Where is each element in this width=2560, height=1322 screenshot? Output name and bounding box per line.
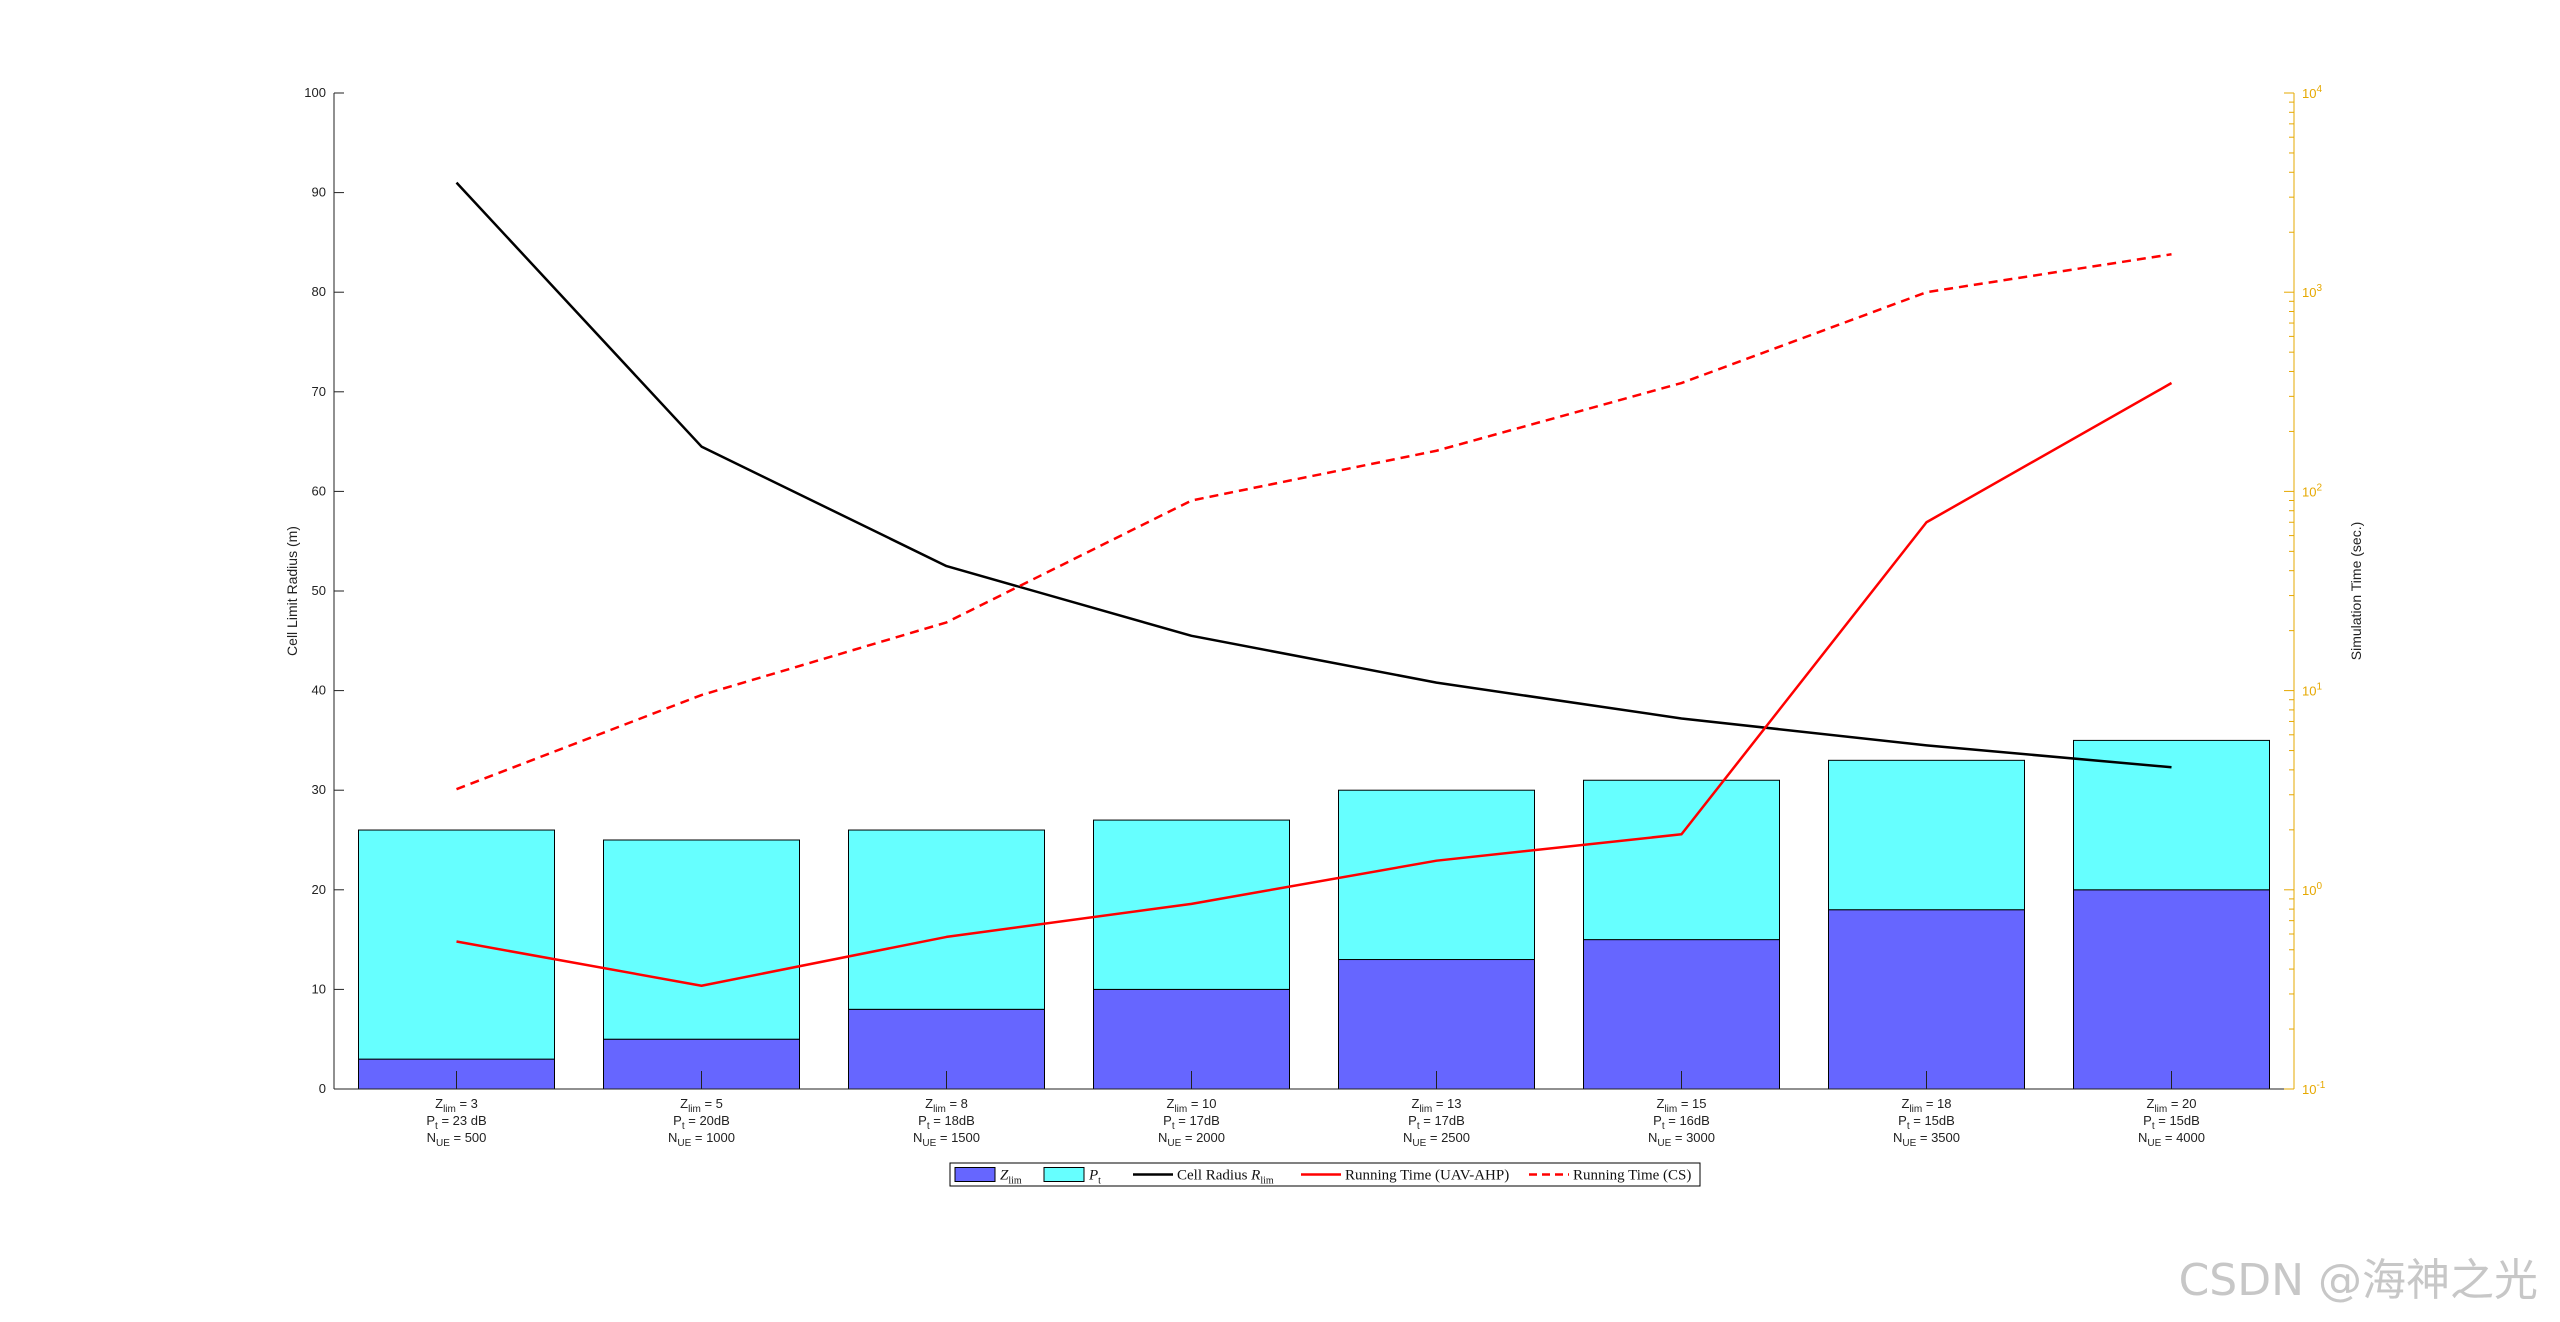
legend-label: Running Time (UAV-AHP) bbox=[1345, 1168, 1509, 1184]
x-tick-label: NUE = 4000 bbox=[2138, 1130, 2205, 1149]
legend-item: Zlim bbox=[954, 1167, 1022, 1187]
x-tick-label: Zlim = 18 bbox=[1901, 1096, 1951, 1115]
right-tick-label: 103 bbox=[2302, 283, 2322, 300]
y-axis-right-label: Simulation Time (sec.) bbox=[2348, 522, 2364, 660]
x-tick-label: Zlim = 20 bbox=[2146, 1096, 2196, 1115]
x-tick-label: NUE = 2000 bbox=[1158, 1130, 1225, 1149]
x-tick-label: Zlim = 13 bbox=[1411, 1096, 1461, 1115]
x-tick-label: Pt = 15dB bbox=[1898, 1113, 1955, 1132]
left-tick-label: 60 bbox=[312, 483, 326, 498]
bar-zlim-7 bbox=[1828, 909, 2025, 1090]
bar-pt-8 bbox=[2073, 739, 2270, 891]
x-tick-label: Pt = 18dB bbox=[918, 1113, 975, 1132]
bar-pt-5 bbox=[1338, 789, 1535, 961]
right-tick-label: 101 bbox=[2302, 682, 2322, 699]
x-tick-label: Zlim = 5 bbox=[680, 1096, 723, 1115]
right-tick-label: 104 bbox=[2302, 84, 2322, 101]
bar-zlim-6 bbox=[1583, 939, 1780, 1090]
bar-zlim-8 bbox=[2073, 889, 2270, 1090]
running-time-cs-line bbox=[456, 253, 2172, 791]
bar-pt-1 bbox=[358, 829, 555, 1060]
x-tick-label: Pt = 15dB bbox=[2143, 1113, 2200, 1132]
x-tick-label: Pt = 20dB bbox=[673, 1113, 730, 1132]
left-tick-label: 30 bbox=[312, 782, 326, 797]
left-tick-label: 40 bbox=[312, 683, 326, 698]
right-tick-label: 10-1 bbox=[2302, 1080, 2326, 1097]
legend-label: Cell Radius Rlim bbox=[1177, 1168, 1274, 1187]
x-tick-label: Zlim = 15 bbox=[1656, 1096, 1706, 1115]
x-tick-label: NUE = 3500 bbox=[1893, 1130, 1960, 1149]
left-ticks: 0 10 20 30 40 50 60 70 80 90 100 bbox=[304, 85, 344, 1096]
left-tick-label: 90 bbox=[312, 185, 326, 200]
x-tick-label: Pt = 17dB bbox=[1408, 1113, 1465, 1132]
x-tick-label: NUE = 500 bbox=[427, 1130, 487, 1149]
left-tick-label: 0 bbox=[319, 1081, 326, 1096]
x-tick-label: Pt = 16dB bbox=[1653, 1113, 1710, 1132]
x-tick-label: NUE = 2500 bbox=[1403, 1130, 1470, 1149]
left-tick-label: 80 bbox=[312, 284, 326, 299]
x-tick-label: Zlim = 8 bbox=[925, 1096, 968, 1115]
csdn-watermark: CSDN @海神之光 bbox=[2178, 1255, 2538, 1306]
bar-pt-6 bbox=[1583, 779, 1780, 941]
running-time-uav-ahp-line bbox=[456, 381, 2173, 987]
legend: Zlim Pt Cell Radius Rlim Running Time (UAV-… bbox=[949, 1162, 1701, 1187]
bars bbox=[358, 739, 2270, 1090]
left-tick-label: 20 bbox=[312, 882, 326, 897]
legend-label: Running Time (CS) bbox=[1573, 1168, 1691, 1184]
bar-zlim-5 bbox=[1338, 959, 1535, 1090]
right-tick-label: 102 bbox=[2302, 482, 2322, 499]
left-tick-label: 70 bbox=[312, 384, 326, 399]
left-tick-label: 10 bbox=[312, 981, 326, 996]
legend-swatch bbox=[1043, 1167, 1085, 1182]
bar-pt-7 bbox=[1828, 759, 2025, 911]
x-tick-label: Zlim = 10 bbox=[1166, 1096, 1216, 1115]
line-series bbox=[455, 181, 2173, 987]
right-ticks: 10-1 100 101 102 103 104 bbox=[2284, 84, 2326, 1097]
x-tick-label: NUE = 1000 bbox=[668, 1130, 735, 1149]
left-tick-label: 100 bbox=[304, 85, 326, 100]
right-tick-label: 100 bbox=[2302, 881, 2322, 898]
legend-item: Running Time (UAV-AHP) bbox=[1301, 1168, 1509, 1184]
legend-label: Pt bbox=[1088, 1168, 1101, 1187]
x-tick-label: NUE = 1500 bbox=[913, 1130, 980, 1149]
x-tick-label: Pt = 23 dB bbox=[426, 1113, 486, 1132]
legend-item: Pt bbox=[1043, 1167, 1101, 1187]
bar-pt-2 bbox=[603, 839, 800, 1040]
x-tick-label: Zlim = 3 bbox=[435, 1096, 478, 1115]
x-tick-label: NUE = 3000 bbox=[1648, 1130, 1715, 1149]
bar-pt-3 bbox=[848, 829, 1045, 1010]
cell-radius-line bbox=[455, 181, 2172, 769]
legend-swatch bbox=[954, 1167, 996, 1182]
legend-item: Cell Radius Rlim bbox=[1133, 1168, 1274, 1187]
legend-label: Zlim bbox=[1000, 1168, 1022, 1187]
y-axis-left-label: Cell Limit Radius (m) bbox=[284, 526, 300, 656]
left-tick-label: 50 bbox=[312, 583, 326, 598]
legend-item: Running Time (CS) bbox=[1529, 1168, 1691, 1184]
x-tick-label: Pt = 17dB bbox=[1163, 1113, 1220, 1132]
